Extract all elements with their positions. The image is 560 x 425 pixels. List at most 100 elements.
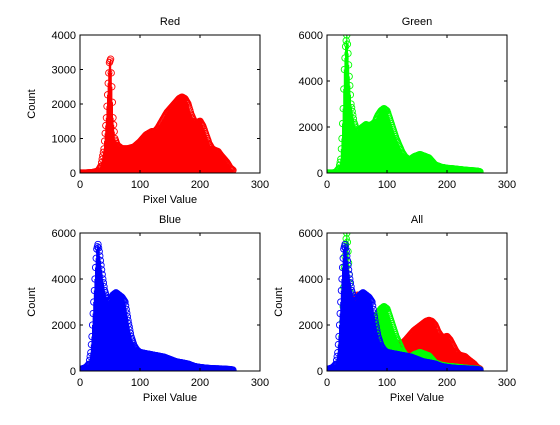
data-point (369, 305, 377, 314)
data-layer (80, 240, 237, 371)
data-point (344, 49, 352, 58)
data-point (98, 270, 106, 279)
data-point (343, 35, 351, 39)
data-point (331, 361, 340, 369)
data-point (109, 121, 118, 129)
data-point (100, 145, 108, 153)
data-point (183, 99, 192, 107)
data-point (97, 261, 105, 269)
data-point (331, 361, 339, 370)
data-point (373, 329, 382, 337)
data-point (88, 321, 97, 329)
data-point (335, 321, 344, 329)
y-tick-label: 1000 (52, 134, 76, 146)
chart-panel-green: 0 100 200 300 0 2000 4000 6000 Green (299, 16, 517, 191)
data-point (368, 302, 377, 310)
data-point (334, 348, 342, 357)
x-tick-label: 200 (438, 179, 456, 191)
data-point (337, 155, 345, 163)
series-blue (80, 240, 237, 371)
x-tick-label: 0 (77, 179, 83, 191)
data-point (344, 261, 352, 269)
data-point (99, 279, 108, 287)
data-point (342, 247, 350, 256)
data-point (87, 348, 95, 357)
x-tick-label: 300 (251, 377, 269, 389)
data-point (334, 165, 343, 173)
x-axis-label: Pixel Value (390, 392, 444, 404)
y-tick-label: 2000 (299, 320, 323, 332)
data-layer (80, 55, 237, 173)
data-point (105, 69, 113, 77)
chart-title: Blue (159, 214, 181, 226)
data-point (346, 91, 355, 99)
data-point (88, 332, 96, 341)
chart-title: All (411, 214, 423, 226)
data-point (339, 254, 347, 262)
data-point (90, 298, 98, 306)
data-point (96, 252, 104, 260)
chart-panel-all: 0 100 200 300 0 2000 4000 6000 All Pixel Value Cou… (273, 214, 516, 404)
data-point (108, 98, 117, 106)
data-point (339, 104, 347, 113)
data-point (343, 252, 351, 260)
data-point (107, 69, 115, 77)
data-point (337, 298, 345, 306)
data-point (87, 340, 96, 349)
data-point (338, 119, 347, 128)
data-point (229, 366, 237, 371)
data-point (332, 356, 341, 364)
data-point (336, 158, 344, 166)
chart-panel-blue: 0 100 200 300 0 2000 4000 6000 Blue Pixel Value Co… (26, 214, 269, 404)
data-point (340, 65, 349, 74)
data-point (95, 247, 103, 256)
data-point (370, 313, 379, 321)
x-tick-label: 100 (378, 377, 396, 389)
data-point (183, 98, 191, 106)
data-point (342, 37, 350, 45)
data-point (97, 162, 105, 170)
data-point (336, 309, 344, 318)
data-point (123, 313, 132, 321)
x-tick-label: 300 (498, 179, 516, 191)
x-tick-label: 100 (131, 377, 149, 389)
data-point (97, 266, 106, 274)
data-point (346, 275, 354, 283)
data-point (338, 275, 346, 283)
data-point (126, 329, 135, 337)
y-axis-label: Count (273, 287, 285, 316)
x-axis-label: Pixel Value (143, 392, 197, 404)
data-point (229, 166, 237, 173)
x-tick-label: 200 (191, 377, 209, 389)
data-point (101, 129, 109, 137)
axes-frame (79, 232, 261, 372)
data-point (346, 279, 355, 287)
data-layer (327, 233, 484, 371)
data-point (347, 100, 355, 108)
data-point (368, 298, 376, 306)
data-point (332, 360, 340, 368)
data-point (99, 152, 107, 160)
x-tick-label: 200 (191, 179, 209, 191)
data-point (348, 107, 356, 116)
data-point (123, 309, 131, 317)
series-red (80, 55, 237, 173)
chart-title: Green (402, 16, 433, 28)
data-point (344, 61, 353, 69)
y-tick-label: 0 (317, 168, 323, 180)
data-point (334, 166, 342, 173)
data-point (337, 286, 346, 295)
data-point (85, 360, 93, 368)
y-axis-label: Count (26, 287, 38, 316)
data-point (85, 356, 94, 364)
data-point (99, 148, 108, 156)
data-point (344, 266, 353, 274)
y-tick-label: 4000 (299, 76, 323, 88)
data-point (346, 81, 354, 90)
data-point (106, 55, 115, 63)
x-tick-label: 300 (498, 377, 516, 389)
data-point (476, 366, 484, 371)
